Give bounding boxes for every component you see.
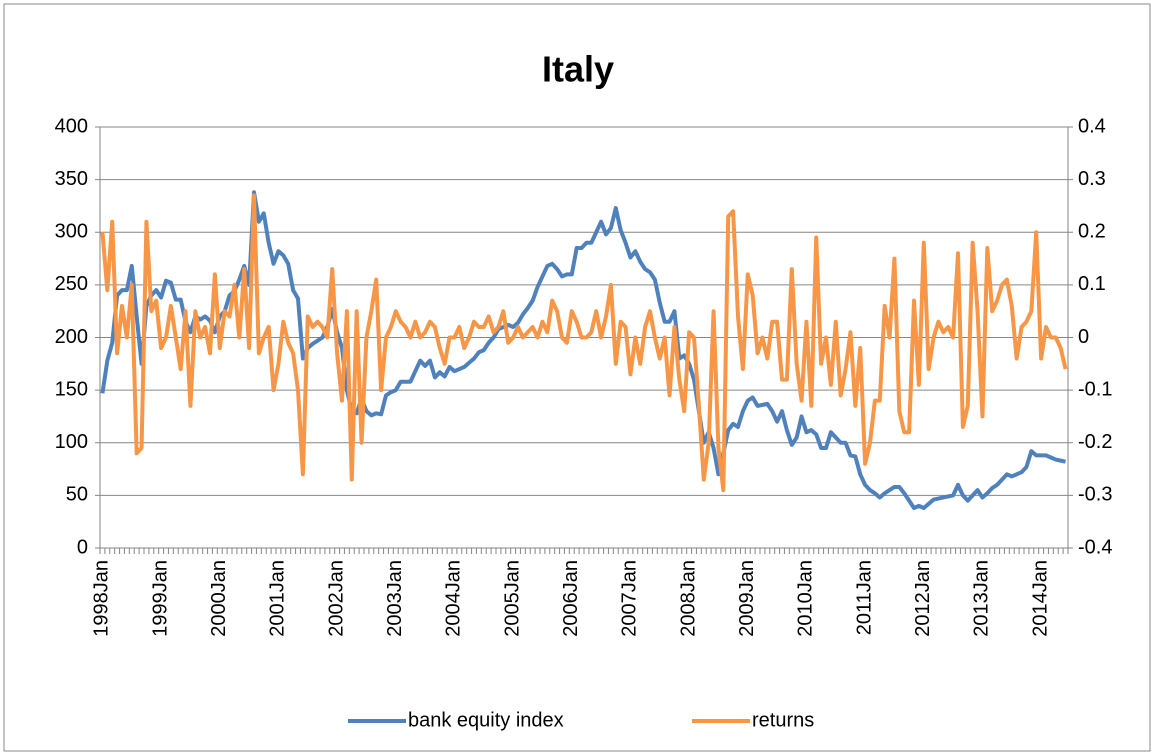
y2-tick-label: 0.3: [1078, 168, 1106, 190]
y2-tick-label: 0.2: [1078, 221, 1106, 243]
y-tick-label: 200: [55, 326, 88, 348]
x-tick-label: 2001Jan: [267, 560, 289, 637]
x-tick-label: 2010Jan: [795, 560, 817, 637]
x-tick-label: 1998Jan: [91, 560, 113, 637]
x-tick-label: 2004Jan: [443, 560, 465, 637]
y-tick-label: 400: [55, 115, 88, 137]
y-tick-label: 300: [55, 221, 88, 243]
x-tick-label: 2012Jan: [912, 560, 934, 637]
y-tick-label: 100: [55, 431, 88, 453]
x-tick-label: 2005Jan: [501, 560, 523, 637]
y2-tick-label: 0.1: [1078, 273, 1106, 295]
x-tick-label: 2006Jan: [560, 560, 582, 637]
legend-label: returns: [752, 709, 814, 731]
x-tick-label: 2008Jan: [677, 560, 699, 637]
x-tick-label: 2009Jan: [736, 560, 758, 637]
series-line: [100, 193, 1068, 493]
x-tick-label: 2000Jan: [208, 560, 230, 637]
y2-tick-label: 0: [1078, 326, 1089, 348]
y2-tick-label: 0.4: [1078, 115, 1106, 137]
x-tick-label: 1999Jan: [149, 560, 171, 637]
y-tick-label: 0: [77, 536, 88, 558]
x-tick-label: 2003Jan: [384, 560, 406, 637]
y2-tick-label: -0.4: [1078, 536, 1112, 558]
chart-border: [3, 3, 1151, 752]
y-tick-label: 250: [55, 273, 88, 295]
y-tick-label: 350: [55, 168, 88, 190]
y2-tick-label: -0.1: [1078, 378, 1112, 400]
x-tick-label: 2013Jan: [971, 560, 993, 637]
x-tick-label: 2007Jan: [619, 560, 641, 637]
x-tick-label: 2014Jan: [1029, 560, 1051, 637]
y-tick-label: 150: [55, 378, 88, 400]
x-tick-label: 2002Jan: [325, 560, 347, 637]
y2-tick-label: -0.3: [1078, 484, 1112, 506]
x-tick-label: 2011Jan: [853, 560, 875, 635]
chart-title: Italy: [542, 49, 614, 90]
y-tick-label: 50: [66, 484, 88, 506]
legend-label: bank equity index: [408, 709, 564, 731]
y2-tick-label: -0.2: [1078, 431, 1112, 453]
series-line: [100, 190, 1066, 510]
x-axis-ticks: [99, 548, 1069, 554]
